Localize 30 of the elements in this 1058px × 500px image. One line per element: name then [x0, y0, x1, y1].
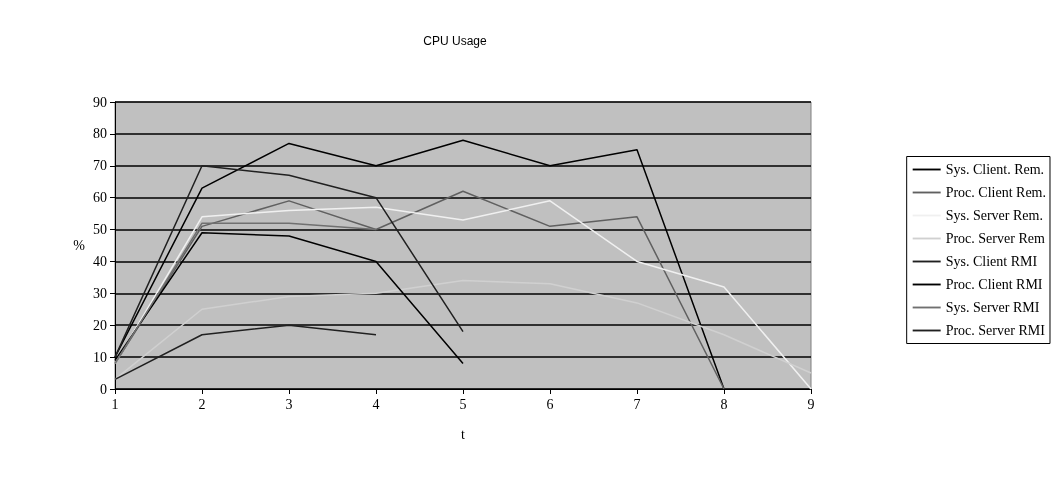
x-tick-label: 9 [807, 396, 815, 412]
y-tick-label: 0 [100, 381, 107, 397]
legend-label: Sys. Client RMI [945, 254, 1038, 269]
y-tick-label: 10 [93, 349, 107, 365]
x-tick-label: 6 [546, 396, 554, 412]
y-axis-title: % [73, 238, 86, 253]
legend-label: Proc. Client Rem. [945, 185, 1046, 200]
legend-label: Proc. Server RMI [945, 323, 1046, 338]
x-axis-title: t [461, 426, 466, 442]
y-tick-label: 50 [93, 222, 107, 238]
x-tick-label: 5 [459, 396, 467, 412]
x-tick-label: 1 [111, 396, 119, 412]
legend-label: Proc. Client RMI [945, 277, 1043, 292]
x-tick-label: 3 [285, 396, 293, 412]
y-tick-label: 60 [93, 190, 107, 206]
x-tick-label: 4 [372, 396, 380, 412]
y-tick-label: 90 [93, 94, 107, 110]
x-tick-label: 7 [633, 396, 641, 412]
chart-title: CPU Usage [423, 34, 487, 48]
legend-label: Sys. Client. Rem. [945, 162, 1045, 177]
y-tick-label: 80 [93, 126, 107, 142]
legend-label: Proc. Server Rem [945, 231, 1045, 246]
legend-label: Sys. Server RMI [945, 300, 1040, 315]
x-tick-label: 8 [720, 396, 728, 412]
y-tick-label: 20 [93, 317, 107, 333]
x-tick-label: 2 [198, 396, 206, 412]
y-tick-label: 70 [93, 158, 107, 174]
y-tick-label: 30 [93, 285, 107, 301]
y-tick-label: 40 [93, 253, 107, 269]
legend-label: Sys. Server Rem. [945, 208, 1043, 223]
